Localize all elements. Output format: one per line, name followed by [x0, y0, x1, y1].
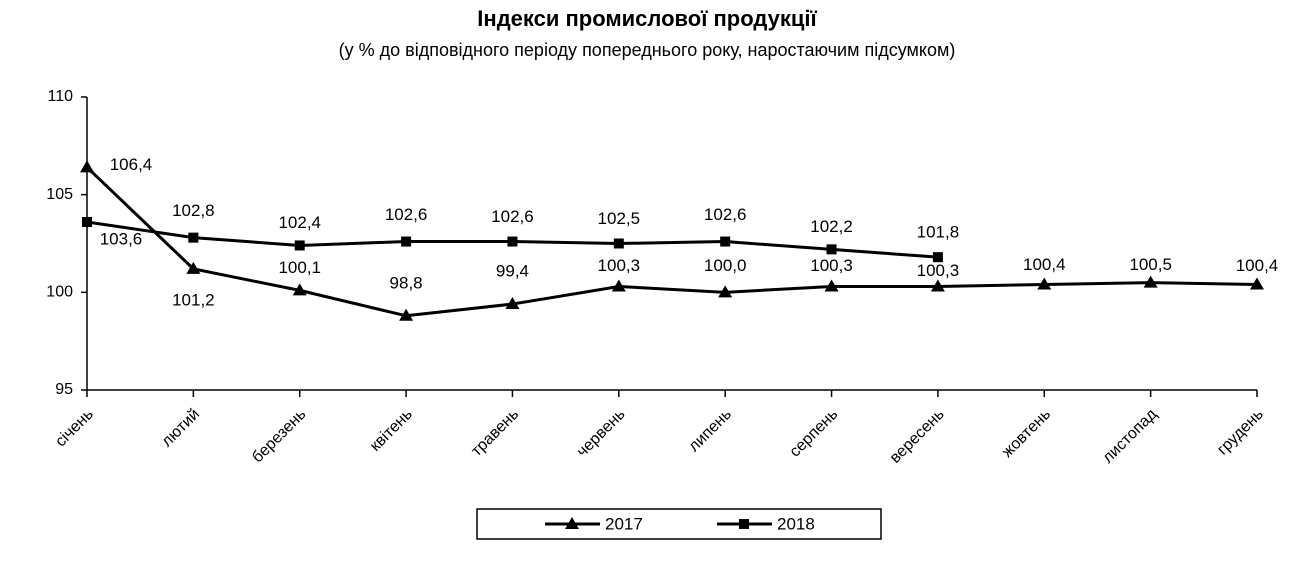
marker [930, 279, 945, 292]
value-label: 103,6 [100, 229, 143, 248]
x-tick-label: жовтень [999, 406, 1054, 461]
series-line [85, 166, 1258, 318]
value-label: 100,1 [278, 258, 321, 277]
x-tick-label: травень [468, 406, 522, 460]
value-label: 102,6 [704, 205, 747, 224]
value-label: 100,4 [1236, 256, 1279, 275]
marker [294, 240, 305, 251]
value-label: 102,6 [491, 207, 534, 226]
y-tick-label: 105 [46, 186, 73, 203]
marker [399, 308, 414, 321]
value-label: 100,3 [810, 256, 853, 275]
value-label: 102,5 [598, 209, 641, 228]
value-label: 99,4 [496, 262, 529, 281]
value-label: 100,3 [917, 261, 960, 280]
value-label: 101,8 [917, 223, 960, 242]
value-label: 106,4 [110, 155, 153, 174]
value-label: 98,8 [390, 273, 423, 292]
marker [188, 232, 199, 243]
x-tick-label: серпень [787, 406, 842, 461]
marker [80, 160, 94, 173]
marker [720, 236, 731, 247]
x-tick-label: грудень [1214, 406, 1267, 459]
marker [186, 261, 201, 274]
marker [826, 244, 837, 255]
marker [401, 236, 412, 247]
x-tick-label: червень [574, 406, 629, 461]
marker [718, 285, 733, 298]
marker [505, 297, 520, 310]
marker [611, 279, 626, 292]
x-tick-label: квітень [367, 406, 416, 455]
value-label: 101,2 [172, 290, 215, 309]
value-label: 102,6 [385, 205, 428, 224]
x-tick-label: січень [52, 406, 97, 451]
marker [824, 279, 839, 292]
value-label: 100,4 [1023, 255, 1066, 274]
marker [1250, 277, 1264, 290]
value-label: 100,0 [704, 256, 747, 275]
y-tick-label: 110 [47, 88, 73, 105]
legend-marker [739, 519, 749, 529]
marker [1143, 275, 1158, 288]
x-tick-label: березень [249, 406, 310, 467]
legend-label: 2018 [777, 514, 815, 533]
marker [507, 236, 518, 247]
y-tick-label: 100 [46, 284, 73, 301]
x-tick-label: липень [685, 406, 735, 456]
value-label: 102,4 [278, 213, 321, 232]
marker [613, 238, 624, 249]
value-label: 100,3 [598, 256, 641, 275]
marker [82, 217, 92, 228]
x-tick-label: листопад [1099, 405, 1160, 466]
marker [932, 252, 943, 263]
y-tick-label: 95 [55, 381, 73, 398]
marker [1037, 277, 1052, 290]
legend-box [476, 508, 882, 540]
x-tick-label: лютий [158, 406, 203, 451]
marker [292, 283, 307, 296]
chart-subtitle: (у % до відповідного періоду попередньог… [339, 40, 956, 60]
value-label: 100,5 [1129, 255, 1172, 274]
value-label: 102,8 [172, 201, 215, 220]
chart-title: Індекси промислової продукції [477, 6, 817, 31]
legend-label: 2017 [605, 514, 643, 533]
legend-marker [565, 517, 579, 529]
x-tick-label: вересень [887, 406, 948, 467]
value-label: 102,2 [810, 217, 853, 236]
